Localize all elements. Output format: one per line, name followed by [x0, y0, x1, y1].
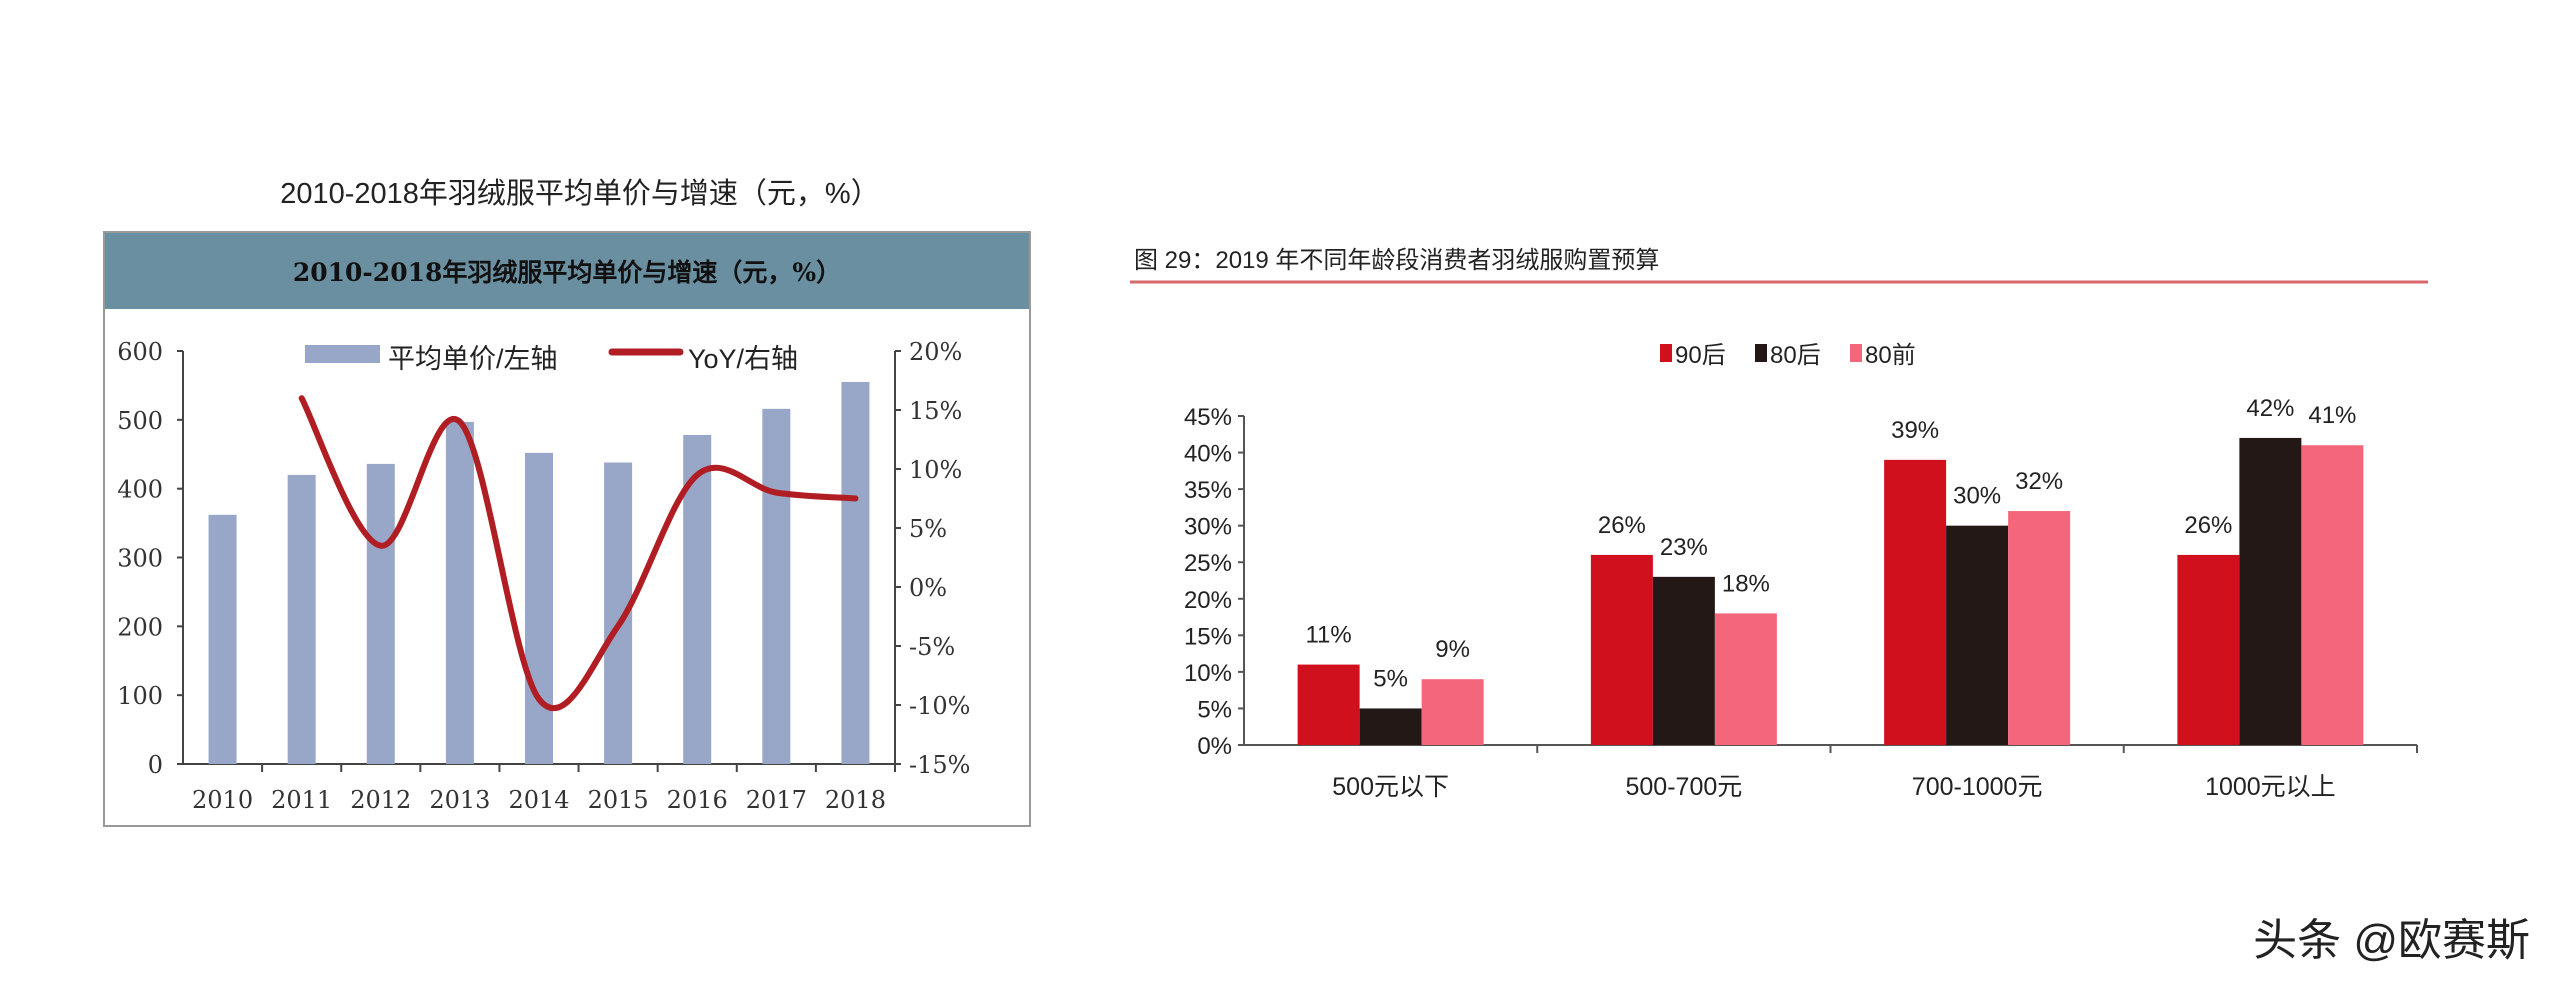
right-tick-label: 0%: [909, 574, 947, 602]
right-tick-label: 20%: [909, 338, 962, 366]
data-label: 18%: [1722, 570, 1770, 597]
price-bar: [208, 514, 237, 764]
data-label: 9%: [1435, 636, 1470, 663]
data-label: 42%: [2246, 395, 2294, 422]
legend-label-price: 平均单价/左轴: [388, 344, 558, 374]
x-tick-label: 2014: [508, 786, 569, 814]
budget-bar: [1884, 459, 1947, 745]
y-tick-label: 5%: [1197, 696, 1232, 723]
legend-label: 90后: [1675, 342, 1726, 369]
budget-bar: [2177, 554, 2240, 745]
legend-label: 80前: [1865, 342, 1916, 369]
data-label: 23%: [1660, 534, 1708, 561]
left-tick-label: 600: [117, 338, 163, 366]
right-tick-label: -10%: [909, 692, 970, 720]
y-tick-label: 10%: [1184, 660, 1232, 687]
legend-label-yoy: YoY/右轴: [688, 344, 798, 374]
data-label: 11%: [1305, 622, 1351, 649]
left-tick-label: 100: [117, 682, 163, 710]
y-tick-label: 0%: [1197, 733, 1232, 760]
data-label: 26%: [1598, 512, 1646, 539]
legend-swatch: [1660, 344, 1672, 362]
budget-bar: [2239, 437, 2302, 745]
budget-bar: [1297, 664, 1360, 745]
right-tick-label: -15%: [909, 751, 970, 779]
y-tick-label: 40%: [1184, 441, 1232, 468]
right-tick-label: 10%: [909, 456, 962, 484]
y-tick-label: 45%: [1184, 404, 1232, 431]
budget-bar: [1946, 525, 2009, 745]
left-chart-frame: [103, 231, 1031, 827]
price-bar: [841, 381, 870, 764]
legend-swatch: [1755, 344, 1767, 362]
right-tick-label: 15%: [909, 397, 962, 425]
x-tick-label: 2012: [350, 786, 411, 814]
x-tick-label: 2018: [825, 786, 886, 814]
y-tick-label: 20%: [1184, 587, 1232, 614]
x-tick-label: 2013: [429, 786, 490, 814]
data-label: 26%: [2184, 512, 2232, 539]
data-label: 32%: [2015, 468, 2063, 495]
price-bar: [366, 463, 395, 764]
x-tick-label: 2015: [588, 786, 649, 814]
y-tick-label: 30%: [1184, 514, 1232, 541]
budget-bar: [2008, 511, 2071, 745]
left-tick-label: 300: [117, 545, 163, 573]
y-tick-label: 35%: [1184, 477, 1232, 504]
price-bar: [445, 421, 474, 764]
left-tick-label: 400: [117, 476, 163, 504]
price-bar: [287, 474, 316, 764]
data-label: 41%: [2308, 402, 2356, 429]
left-tick-label: 500: [117, 407, 163, 435]
x-tick-label: 2011: [271, 786, 332, 814]
budget-bar: [1359, 708, 1422, 745]
x-tick-label: 500元以下: [1332, 773, 1449, 801]
yoy-line: [298, 395, 859, 711]
budget-bar: [1714, 613, 1777, 745]
data-label: 39%: [1891, 417, 1939, 444]
x-tick-label: 2016: [667, 786, 728, 814]
right-tick-label: 5%: [909, 515, 947, 543]
legend-label: 80后: [1770, 342, 1821, 369]
price-bar: [762, 408, 791, 764]
legend-swatch: [1850, 344, 1862, 362]
budget-bar: [1652, 576, 1715, 745]
left-chart-header: [105, 233, 1029, 309]
price-bar: [525, 452, 553, 764]
left-chart-title: 2010-2018年羽绒服平均单价与增速（元，%）: [293, 258, 841, 287]
right-chart-title: 图 29：2019 年不同年龄段消费者羽绒服购置预算: [1134, 247, 1659, 274]
budget-bar: [2301, 445, 2364, 745]
x-tick-label: 500-700元: [1626, 773, 1743, 801]
x-tick-label: 2017: [746, 786, 807, 814]
y-tick-label: 25%: [1184, 550, 1232, 577]
left-outer-title: 2010-2018年羽绒服平均单价与增速（元，%）: [280, 177, 879, 210]
x-tick-label: 2010: [192, 786, 253, 814]
y-tick-label: 15%: [1184, 623, 1232, 650]
budget-bar: [1590, 554, 1653, 745]
watermark: 头条 @欧赛斯: [2253, 916, 2530, 965]
x-tick-label: 700-1000元: [1912, 773, 2043, 801]
x-tick-label: 1000元以上: [2205, 773, 2336, 801]
data-label: 30%: [1953, 483, 2001, 510]
data-label: 5%: [1373, 665, 1408, 692]
left-tick-label: 200: [117, 613, 163, 641]
budget-bar: [1421, 679, 1484, 745]
left-tick-label: 0: [148, 751, 163, 779]
legend-swatch-price: [305, 345, 380, 363]
right-tick-label: -5%: [909, 633, 955, 661]
